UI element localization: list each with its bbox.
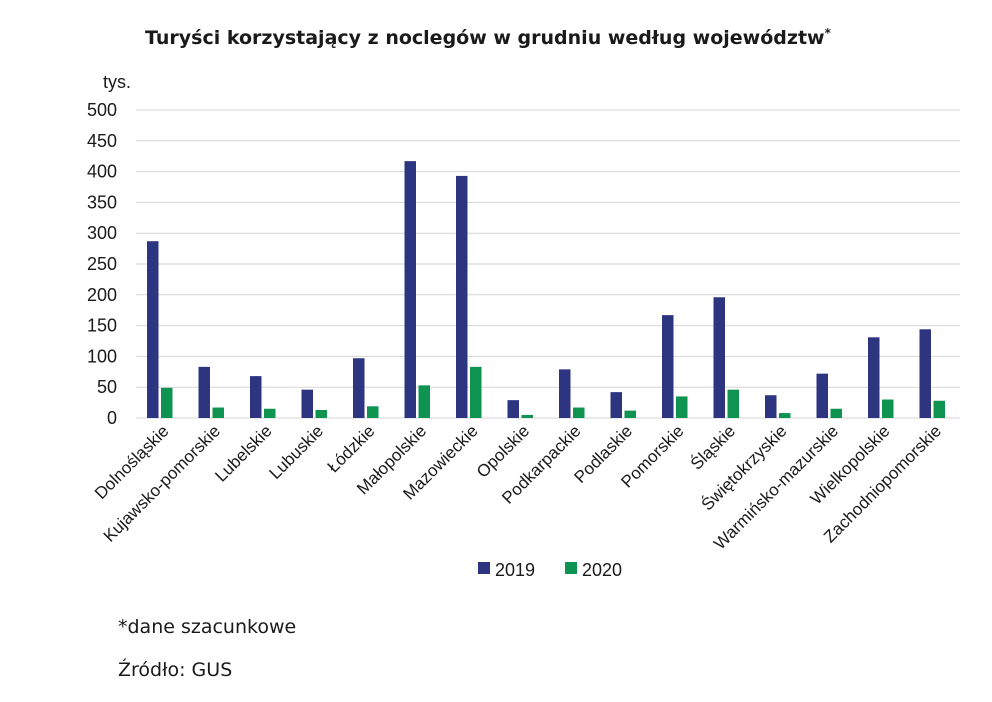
bar-2020-14 — [882, 399, 894, 418]
bar-2019-1 — [198, 366, 210, 418]
bar-2020-3 — [315, 409, 327, 418]
legend: 2019 2020 — [478, 560, 622, 580]
bar-2020-5 — [418, 385, 430, 418]
bar-2019-7 — [507, 400, 519, 418]
legend-label: 2019 — [495, 560, 535, 580]
bar-2019-10 — [662, 315, 674, 418]
bar-2020-9 — [624, 410, 636, 418]
y-tick-label: 50 — [97, 377, 117, 397]
bar-2019-6 — [456, 175, 468, 418]
y-tick-label: 300 — [87, 223, 117, 243]
bar-2020-12 — [779, 413, 791, 418]
bar-2020-8 — [573, 407, 585, 418]
estimate-note: *dane szacunkowe — [118, 616, 297, 638]
bar-2019-14 — [868, 337, 880, 418]
y-axis-ticks: 0 50 100 150 200 250 300 350 400 450 500 — [87, 100, 117, 428]
y-axis-unit: tys. — [103, 72, 131, 92]
y-tick-label: 150 — [87, 316, 117, 336]
source-note: Źródło: GUS — [118, 659, 233, 681]
x-tick-label: Śląskie — [687, 421, 739, 473]
bar-2020-11 — [727, 389, 739, 418]
bar-2020-6 — [470, 366, 482, 418]
legend-swatch-2020 — [565, 562, 577, 574]
bar-2019-9 — [610, 392, 622, 418]
y-tick-label: 250 — [87, 254, 117, 274]
legend-label: 2020 — [582, 560, 622, 580]
bar-2020-15 — [933, 400, 945, 418]
bar-2020-2 — [264, 408, 276, 418]
bar-2019-2 — [250, 376, 262, 418]
bar-2019-5 — [404, 161, 416, 419]
bar-2019-0 — [147, 241, 159, 418]
bar-2020-10 — [676, 396, 688, 418]
y-tick-label: 350 — [87, 192, 117, 212]
x-tick-label: Lubelskie — [211, 421, 275, 485]
bars — [147, 161, 945, 419]
y-tick-label: 500 — [87, 100, 117, 120]
bar-2019-4 — [353, 358, 365, 418]
bar-2020-1 — [212, 407, 224, 418]
y-tick-label: 200 — [87, 285, 117, 305]
x-axis-ticks: DolnośląskieKujawsko-pomorskieLubelskieL… — [91, 421, 945, 553]
bar-2019-8 — [559, 369, 571, 418]
bar-2019-12 — [765, 395, 777, 418]
legend-swatch-2019 — [478, 562, 490, 574]
y-tick-label: 450 — [87, 131, 117, 151]
y-tick-label: 100 — [87, 346, 117, 366]
bar-2020-13 — [830, 408, 842, 418]
bar-2020-7 — [521, 414, 533, 418]
chart-title: Turyści korzystający z noclegów w grudni… — [145, 26, 832, 49]
bar-2020-0 — [161, 387, 173, 418]
x-tick-label: Lubuskie — [266, 421, 328, 483]
bar-2019-3 — [301, 389, 313, 418]
bar-2019-15 — [919, 329, 931, 418]
bar-2020-4 — [367, 406, 379, 418]
gridlines — [136, 109, 960, 419]
y-tick-label: 400 — [87, 162, 117, 182]
bar-2019-11 — [713, 297, 725, 418]
bar-2019-13 — [816, 373, 828, 418]
y-tick-label: 0 — [107, 408, 117, 428]
